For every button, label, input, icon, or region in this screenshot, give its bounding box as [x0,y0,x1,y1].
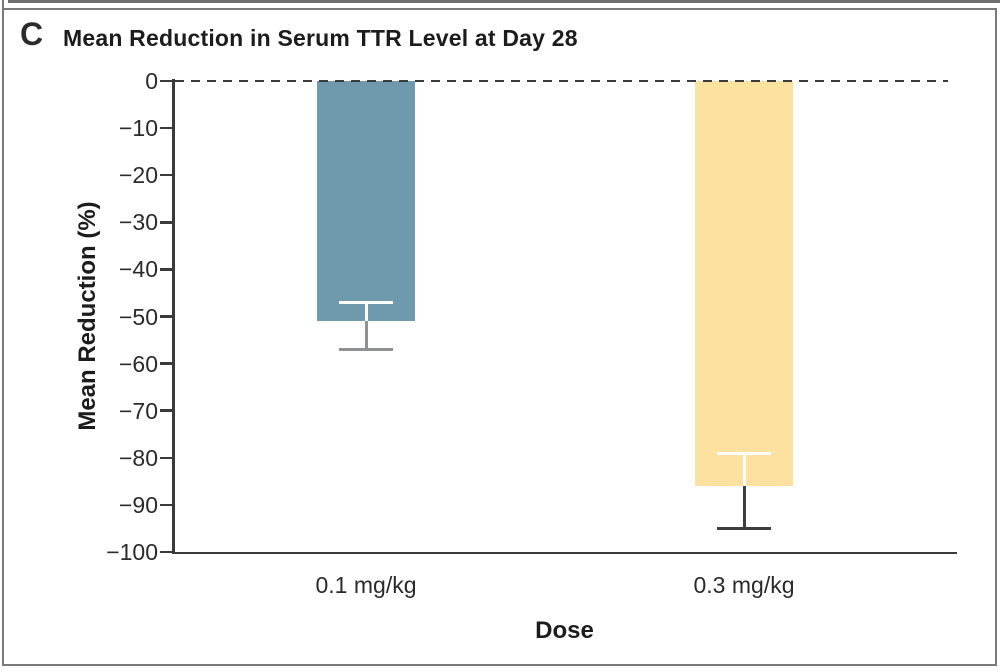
figure-border-stub [2,0,4,9]
y-tick-label: −100 [106,539,158,565]
panel-label: C [20,16,44,52]
error-bar-upper-line-1 [742,453,746,487]
y-tick-mark [160,221,173,224]
chart-title: Mean Reduction in Serum TTR Level at Day… [63,25,578,51]
error-bar-lower-cap-1 [717,526,771,530]
panel-divider-line [8,0,1000,3]
y-tick-label: −80 [118,444,158,471]
zero-baseline-dashed [175,79,948,83]
y-tick-label: −20 [118,162,158,189]
error-bar-lower-line-0 [364,321,368,350]
error-bar-upper-line-0 [364,302,368,322]
y-tick-mark [160,362,173,365]
y-tick-label: −30 [118,209,158,236]
y-tick-mark [160,126,173,130]
error-bar-lower-line-1 [742,486,746,529]
y-tick-label: −40 [118,256,158,283]
y-tick-mark [160,79,173,83]
y-tick-label: −90 [118,491,158,518]
y-tick-mark [160,550,173,554]
x-tick-label-dose-2: 0.3 mg/kg [693,572,795,598]
y-tick-mark [160,173,173,177]
y-tick-mark [160,456,173,460]
x-axis-title: Dose [535,617,594,644]
error-bar-upper-cap-1 [717,451,771,455]
y-tick-label: 0 [145,68,158,94]
y-axis-line [172,79,175,553]
y-tick-label: −50 [118,303,158,330]
y-tick-mark [160,503,173,507]
y-tick-label: −10 [118,115,158,142]
error-bar-upper-cap-0 [339,300,393,304]
bar-1 [695,81,793,487]
y-tick-label: −70 [118,397,158,424]
error-bar-lower-cap-0 [339,347,393,351]
x-axis-line [172,551,957,554]
x-tick-label-dose-1: 0.1 mg/kg [315,572,417,598]
y-tick-mark [160,268,173,271]
y-tick-label: −60 [118,350,158,377]
y-tick-mark [160,315,173,318]
panel-border [2,8,997,666]
bar-0 [317,81,415,322]
y-tick-mark [160,409,173,412]
